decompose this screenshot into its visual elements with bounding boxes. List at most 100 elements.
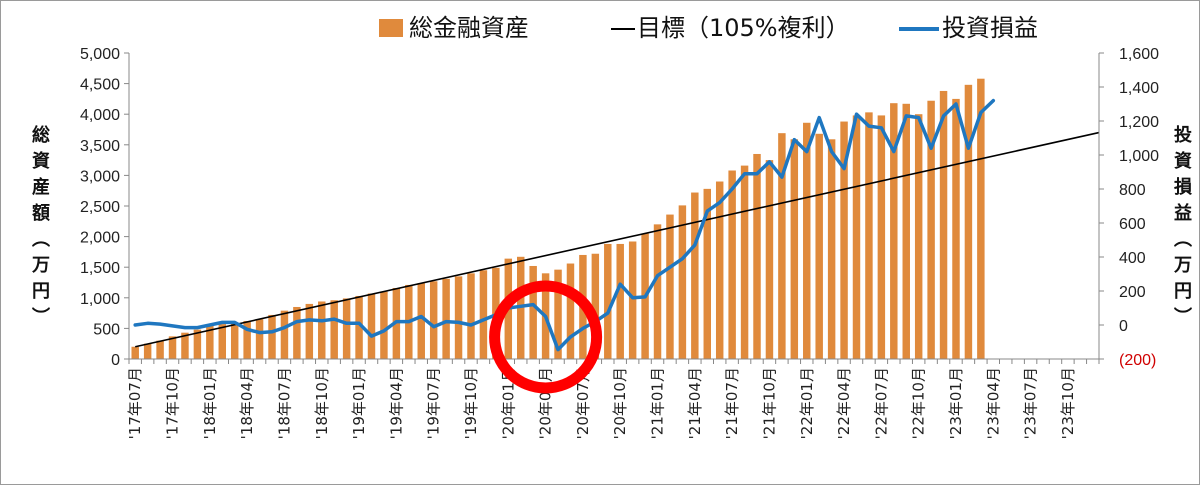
axes: 0 500 1,000 1,500 2,000 2,500 3,000 3,500 4,000 4… xyxy=(31,46,1193,439)
bar-52 xyxy=(778,133,786,359)
legend: 総金融資産 目標（105%複利） 投資損益 xyxy=(379,14,1038,42)
legend-label-pnl: 投資損益 xyxy=(942,14,1038,42)
bar-62 xyxy=(902,103,910,360)
right-tick-label-3: 400 xyxy=(1119,250,1146,267)
right-axis-title-char-0: 投 xyxy=(1174,124,1192,146)
x-tick-label-23: '23年04月 xyxy=(984,367,1002,439)
bar-11 xyxy=(268,314,276,359)
x-tick-label-13: '20年10月 xyxy=(611,367,629,439)
annotation-layer xyxy=(489,280,603,394)
right-tick-label-8: 1,400 xyxy=(1119,80,1159,97)
bar-28 xyxy=(479,270,488,359)
x-tick-label-18: '22年01月 xyxy=(798,367,816,439)
right-tick-label-6: 1,000 xyxy=(1119,148,1159,165)
bar-23 xyxy=(417,283,425,359)
bar-39 xyxy=(616,243,624,359)
x-tick-label-19: '22年04月 xyxy=(835,367,853,439)
bar-25 xyxy=(442,278,450,359)
left-tick-label-4: 2,000 xyxy=(80,230,120,247)
bar-32 xyxy=(529,265,537,359)
bar-5 xyxy=(193,329,202,359)
bar-50 xyxy=(753,153,761,359)
bar-53 xyxy=(790,139,799,359)
x-tick-label-22: '23年01月 xyxy=(947,367,965,439)
x-tick-label-0: '17年07月 xyxy=(126,367,144,439)
bar-26 xyxy=(454,276,463,359)
target-line xyxy=(135,131,1100,348)
right-tick-label-7: 1,200 xyxy=(1119,114,1159,131)
bar-48 xyxy=(728,170,736,359)
bar-40 xyxy=(628,241,637,359)
bar-55 xyxy=(815,133,823,359)
right-axis-title-char-1: 資 xyxy=(1174,151,1192,172)
bar-45 xyxy=(691,192,699,359)
bar-3 xyxy=(168,336,177,359)
pnl-line-layer xyxy=(133,98,996,352)
right-tick-label-4: 600 xyxy=(1119,216,1146,233)
x-tick-label-25: '23年10月 xyxy=(1059,367,1077,439)
x-tick-label-14: '21年01月 xyxy=(649,367,667,439)
bar-37 xyxy=(591,253,600,359)
bar-54 xyxy=(803,122,811,359)
x-tick-label-20: '22年07月 xyxy=(872,367,890,439)
bar-49 xyxy=(740,165,749,359)
bar-16 xyxy=(330,300,338,359)
bar-56 xyxy=(827,139,836,359)
bar-44 xyxy=(678,205,687,359)
bar-46 xyxy=(703,188,711,359)
x-tick-label-7: '19年04月 xyxy=(387,367,405,439)
x-tick-label-2: '18年01月 xyxy=(201,367,219,439)
bar-59 xyxy=(865,112,873,359)
target-line-layer xyxy=(135,131,1100,348)
right-axis-title-char-7: ︶ xyxy=(1174,306,1192,328)
bar-38 xyxy=(604,243,612,359)
bar-35 xyxy=(566,263,575,359)
right-tick-label-9: 1,600 xyxy=(1119,46,1159,63)
x-tick-label-24: '23年07月 xyxy=(1022,367,1040,439)
left-tick-label-2: 1,000 xyxy=(80,291,120,308)
bar-7 xyxy=(218,324,226,359)
left-tick-label-7: 3,500 xyxy=(80,138,120,155)
x-tick-label-1: '17年10月 xyxy=(164,367,182,439)
x-tick-label-15: '21年04月 xyxy=(686,367,704,439)
right-tick-label-0: (200) xyxy=(1119,352,1156,369)
bar-67 xyxy=(964,84,973,359)
left-axis-title-char-3: 額 xyxy=(31,202,50,224)
x-tick-label-21: '22年10月 xyxy=(910,367,928,439)
left-tick-label-1: 500 xyxy=(93,321,120,338)
right-axis-title-char-6: 円 xyxy=(1174,281,1192,302)
bar-20 xyxy=(380,291,388,359)
bar-8 xyxy=(230,322,239,359)
right-tick-label-2: 200 xyxy=(1119,284,1146,301)
bar-1 xyxy=(143,343,152,359)
bar-60 xyxy=(877,115,886,359)
left-axis-title-char-0: 総 xyxy=(32,124,50,146)
left-axis-title-char-6: 円 xyxy=(32,281,50,302)
left-tick-label-6: 3,000 xyxy=(80,168,120,185)
left-tick-label-10: 5,000 xyxy=(80,46,120,63)
x-tick-label-10: '20年01月 xyxy=(499,367,517,439)
bar-18 xyxy=(355,295,363,359)
bar-24 xyxy=(429,281,438,359)
bar-4 xyxy=(181,332,189,359)
bar-66 xyxy=(952,98,960,360)
left-tick-label-3: 1,500 xyxy=(80,260,120,277)
bar-6 xyxy=(206,325,214,359)
x-tick-label-9: '19年10月 xyxy=(462,367,480,439)
bar-51 xyxy=(765,160,774,359)
bar-2 xyxy=(156,340,164,359)
bar-58 xyxy=(852,115,861,359)
bar-65 xyxy=(939,90,948,359)
bar-15 xyxy=(318,301,326,359)
x-tick-label-17: '21年10月 xyxy=(760,367,778,439)
x-tick-label-12: '20年07月 xyxy=(574,367,592,439)
pnl-line xyxy=(133,98,996,352)
bar-34 xyxy=(554,269,562,359)
bar-47 xyxy=(715,181,724,359)
left-axis-title-char-7: ︶ xyxy=(32,306,50,328)
bar-9 xyxy=(243,321,251,359)
left-axis-title-char-4: ︵ xyxy=(32,229,50,250)
x-tick-label-16: '21年07月 xyxy=(723,367,741,439)
